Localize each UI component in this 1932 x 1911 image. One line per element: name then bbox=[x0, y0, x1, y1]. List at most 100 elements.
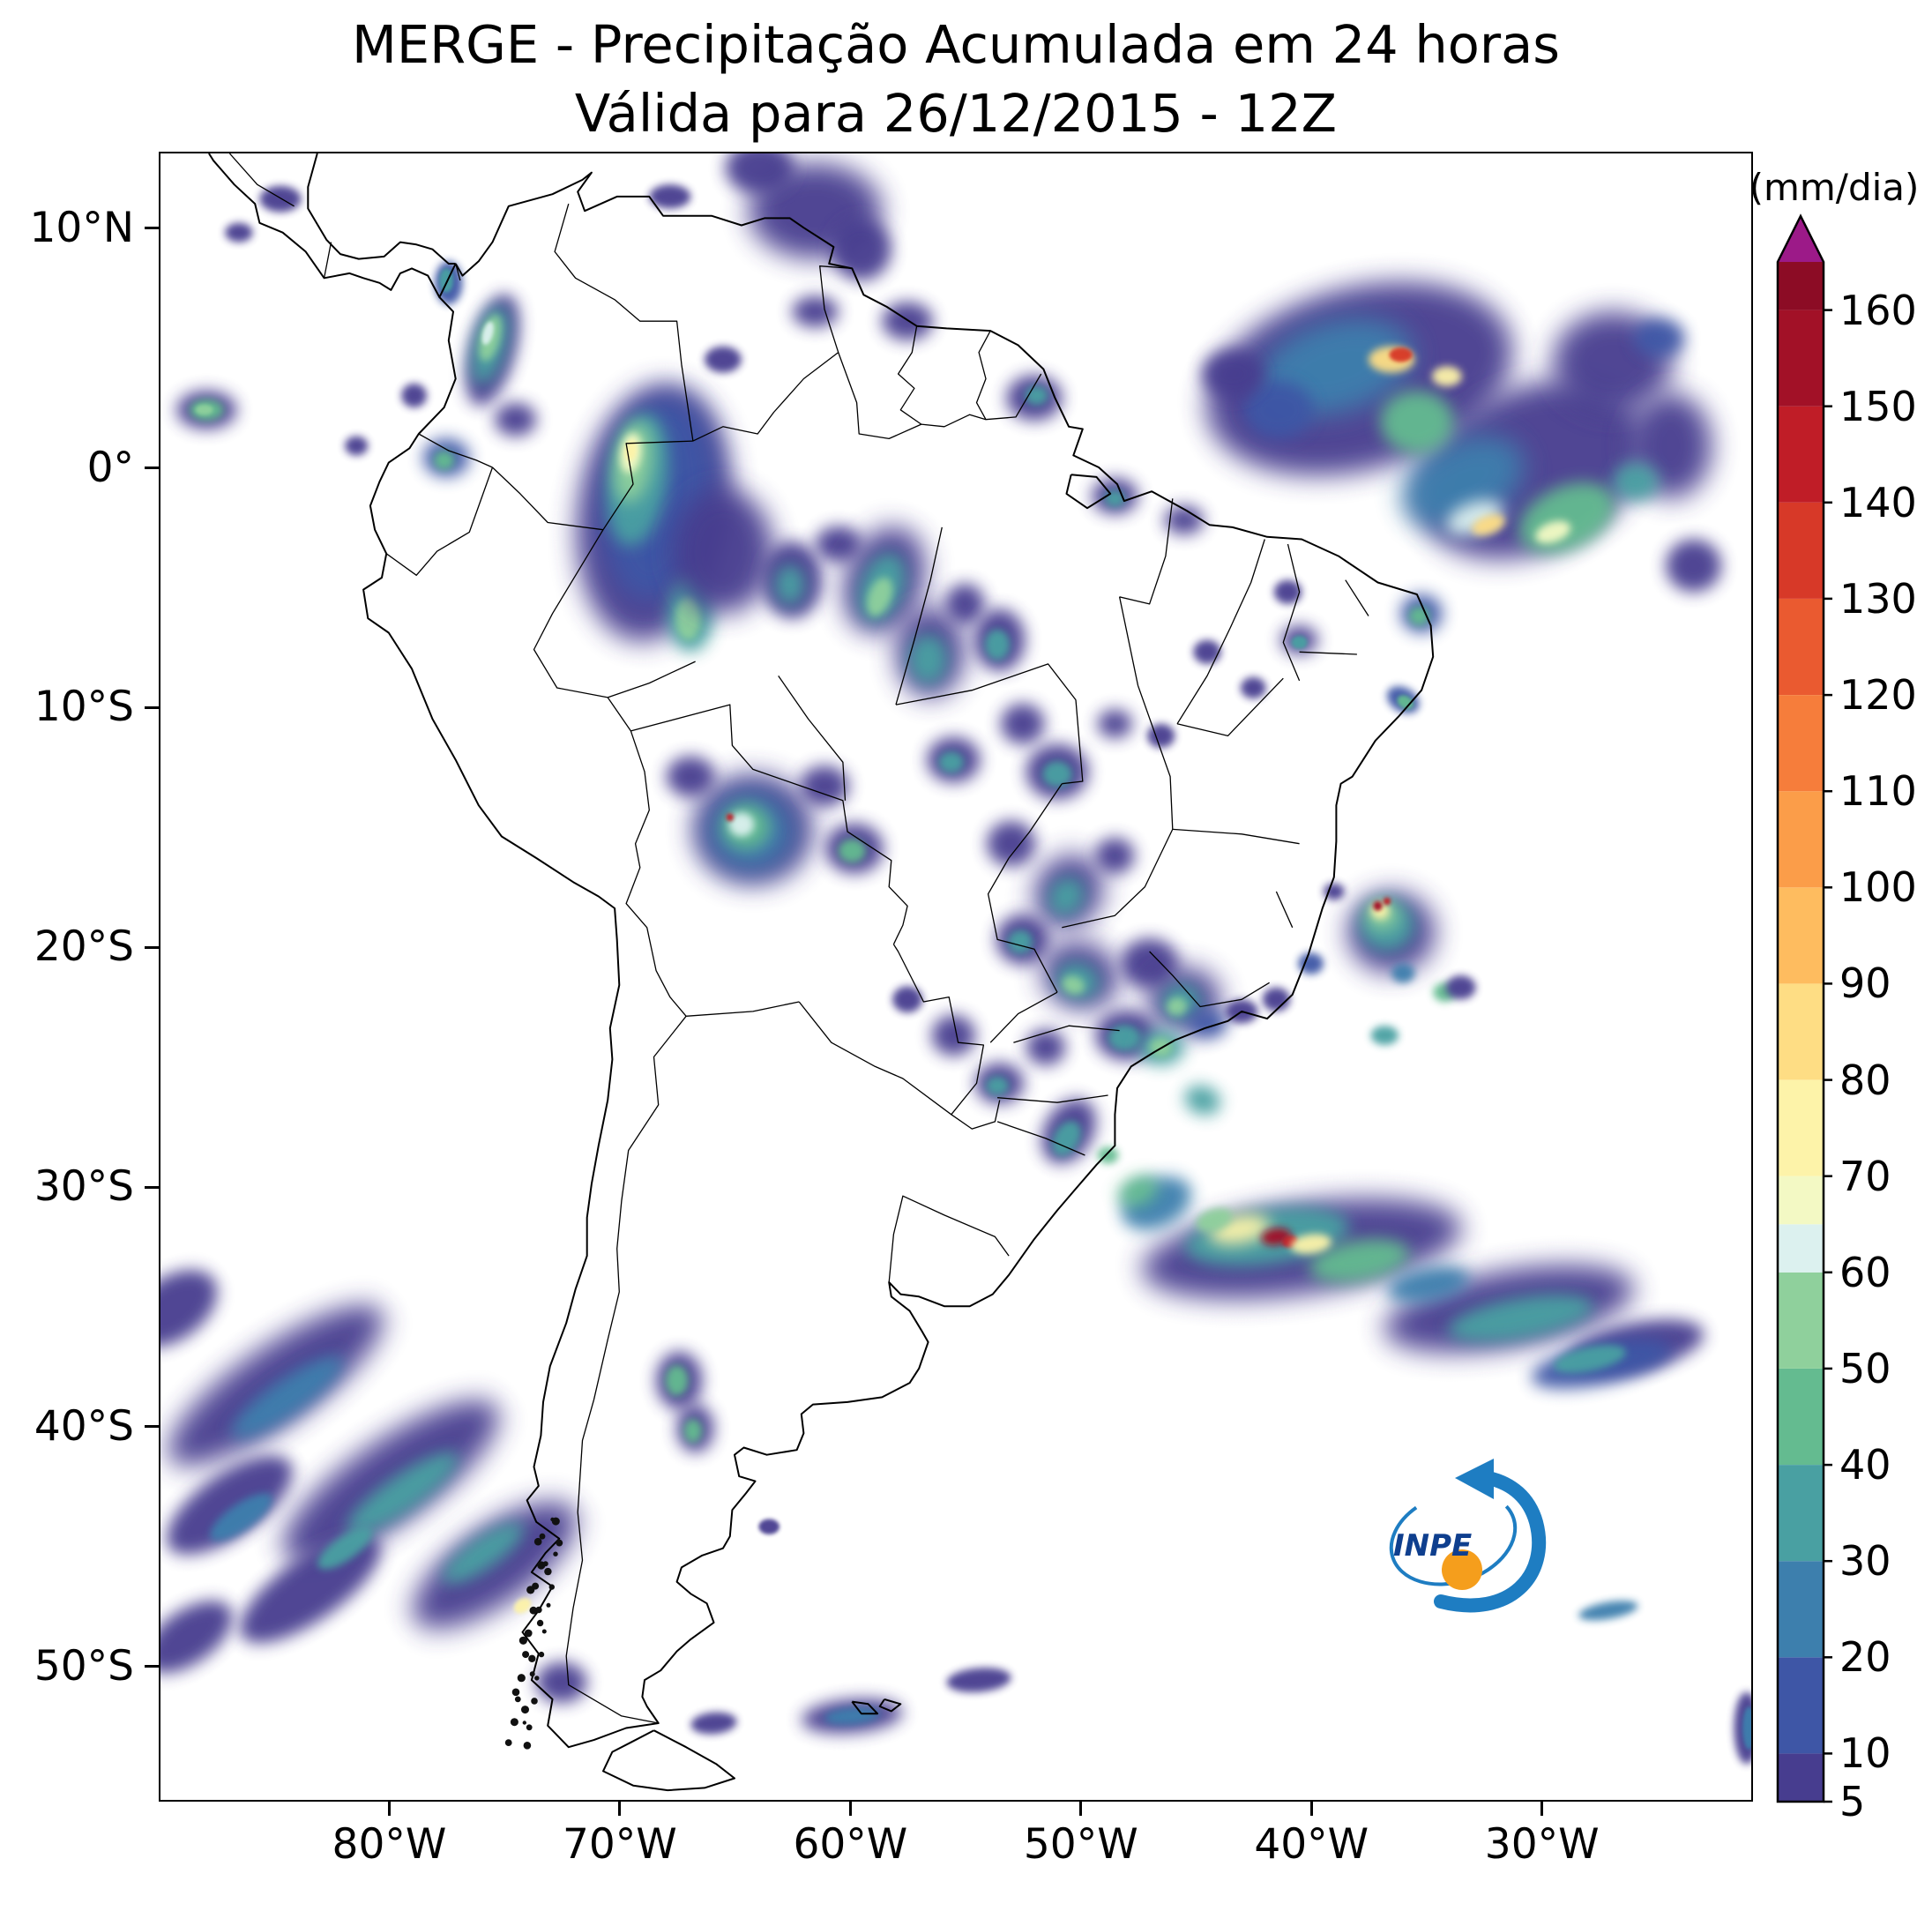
fjord-island bbox=[544, 1567, 552, 1576]
precip-cell bbox=[1262, 987, 1291, 1011]
precip-cell bbox=[1147, 723, 1175, 749]
fjord-island bbox=[541, 1629, 547, 1634]
border-line bbox=[686, 1001, 800, 1017]
fjord-island bbox=[526, 1586, 535, 1594]
fjord-island bbox=[551, 1517, 560, 1526]
border-line bbox=[630, 704, 908, 945]
precip-cell bbox=[666, 756, 715, 797]
colorbar-band bbox=[1778, 1657, 1824, 1754]
y-axis-tick bbox=[145, 705, 159, 709]
border-line bbox=[602, 440, 693, 531]
precip-cell bbox=[867, 577, 893, 616]
precip-cell bbox=[495, 402, 537, 437]
y-axis-label: 30°S bbox=[34, 1162, 134, 1211]
colorbar-band bbox=[1778, 1272, 1824, 1369]
coastline bbox=[602, 1729, 735, 1792]
fjord-island bbox=[531, 1698, 538, 1705]
coastline bbox=[208, 153, 441, 298]
precip-cell bbox=[1383, 897, 1391, 906]
inpe-logo-text: INPE bbox=[1393, 1528, 1472, 1564]
border-line bbox=[989, 991, 1058, 1043]
title-line-1: MERGE - Precipitação Acumulada em 24 hor… bbox=[351, 14, 1561, 75]
colorbar-band bbox=[1778, 695, 1824, 792]
border-line bbox=[1282, 543, 1301, 682]
precip-cell bbox=[649, 184, 691, 209]
colorbar-outline bbox=[1776, 213, 1825, 1803]
x-axis-label: 30°W bbox=[1484, 1820, 1600, 1869]
colorbar-tick-label: 100 bbox=[1839, 863, 1917, 912]
border-line bbox=[996, 1121, 1085, 1156]
border-line bbox=[1119, 498, 1174, 605]
border-line bbox=[1176, 539, 1265, 725]
inpe-logo-arrowhead bbox=[1455, 1459, 1494, 1499]
precip-cell bbox=[1097, 709, 1132, 739]
y-axis-label: 50°S bbox=[34, 1641, 134, 1691]
precip-cell bbox=[1048, 877, 1085, 916]
colorbar-band bbox=[1778, 406, 1824, 503]
precip-cell bbox=[345, 436, 369, 456]
precip-cell bbox=[442, 1522, 525, 1584]
colorbar-band bbox=[1778, 310, 1824, 407]
colorbar bbox=[1776, 213, 1832, 1803]
y-axis-tick bbox=[145, 1425, 159, 1429]
fjord-island bbox=[553, 1551, 558, 1556]
colorbar-band bbox=[1778, 1224, 1824, 1273]
border-line bbox=[533, 529, 631, 732]
fjord-island bbox=[529, 1606, 538, 1615]
fjord-island bbox=[528, 1654, 536, 1663]
colorbar-band bbox=[1778, 983, 1824, 1080]
fjord-island bbox=[536, 1619, 544, 1627]
colorbar-band bbox=[1778, 262, 1824, 310]
colorbar-tick-label: 110 bbox=[1839, 767, 1917, 816]
precip-cell bbox=[774, 564, 805, 606]
fjord-island bbox=[526, 1724, 533, 1731]
precip-cell bbox=[231, 1355, 343, 1438]
border-line bbox=[975, 330, 991, 421]
coastline-layer bbox=[208, 153, 1435, 1792]
precip-cell bbox=[838, 839, 866, 863]
colorbar-tick-label: 50 bbox=[1839, 1344, 1891, 1392]
y-axis-tick bbox=[145, 945, 159, 949]
precip-cell bbox=[1273, 579, 1302, 604]
precip-cell bbox=[412, 1501, 578, 1630]
precip-cell bbox=[433, 451, 455, 470]
border-line bbox=[1149, 951, 1270, 1008]
fjord-island bbox=[548, 1584, 555, 1590]
precip-cell bbox=[1007, 929, 1033, 954]
fjord-island bbox=[539, 1533, 546, 1540]
inpe-logo: INPE bbox=[1389, 1459, 1547, 1613]
x-axis-tick bbox=[1079, 1802, 1083, 1816]
precip-cell bbox=[1290, 1234, 1332, 1254]
border-line bbox=[1275, 891, 1294, 929]
precip-cell bbox=[1095, 837, 1135, 874]
colorbar-band bbox=[1778, 1079, 1824, 1176]
colorbar-tick-label: 70 bbox=[1839, 1152, 1891, 1200]
precip-cell bbox=[210, 1493, 272, 1541]
x-axis-label: 50°W bbox=[1023, 1820, 1138, 1869]
border-line bbox=[565, 1015, 687, 1724]
coastline bbox=[1065, 474, 1112, 510]
border-line bbox=[1008, 783, 1063, 859]
colorbar-band bbox=[1778, 598, 1824, 695]
precip-cell bbox=[166, 1455, 293, 1555]
precip-cell bbox=[1184, 1085, 1221, 1116]
precip-cell bbox=[347, 1452, 459, 1534]
precip-cell bbox=[1554, 1345, 1626, 1373]
figure-title: MERGE - Precipitação Acumulada em 24 hor… bbox=[159, 11, 1753, 149]
precip-cell bbox=[1613, 462, 1660, 501]
precip-cell bbox=[317, 1527, 373, 1570]
colorbar-tick-label: 150 bbox=[1839, 382, 1917, 430]
x-axis-tick bbox=[618, 1802, 622, 1816]
colorbar-tick-label: 5 bbox=[1839, 1778, 1866, 1825]
colorbar-band bbox=[1778, 887, 1824, 984]
colorbar-band bbox=[1778, 1753, 1824, 1802]
precip-cell bbox=[1193, 639, 1221, 664]
precip-cell bbox=[665, 1364, 689, 1397]
colorbar-tick-label: 30 bbox=[1839, 1537, 1891, 1586]
border-line bbox=[1118, 596, 1174, 830]
x-axis-tick bbox=[1309, 1802, 1313, 1816]
fjord-island bbox=[522, 1651, 530, 1659]
map-svg: INPE bbox=[160, 153, 1751, 1792]
colorbar-tick-label: 120 bbox=[1839, 671, 1917, 720]
border-line bbox=[455, 263, 461, 281]
